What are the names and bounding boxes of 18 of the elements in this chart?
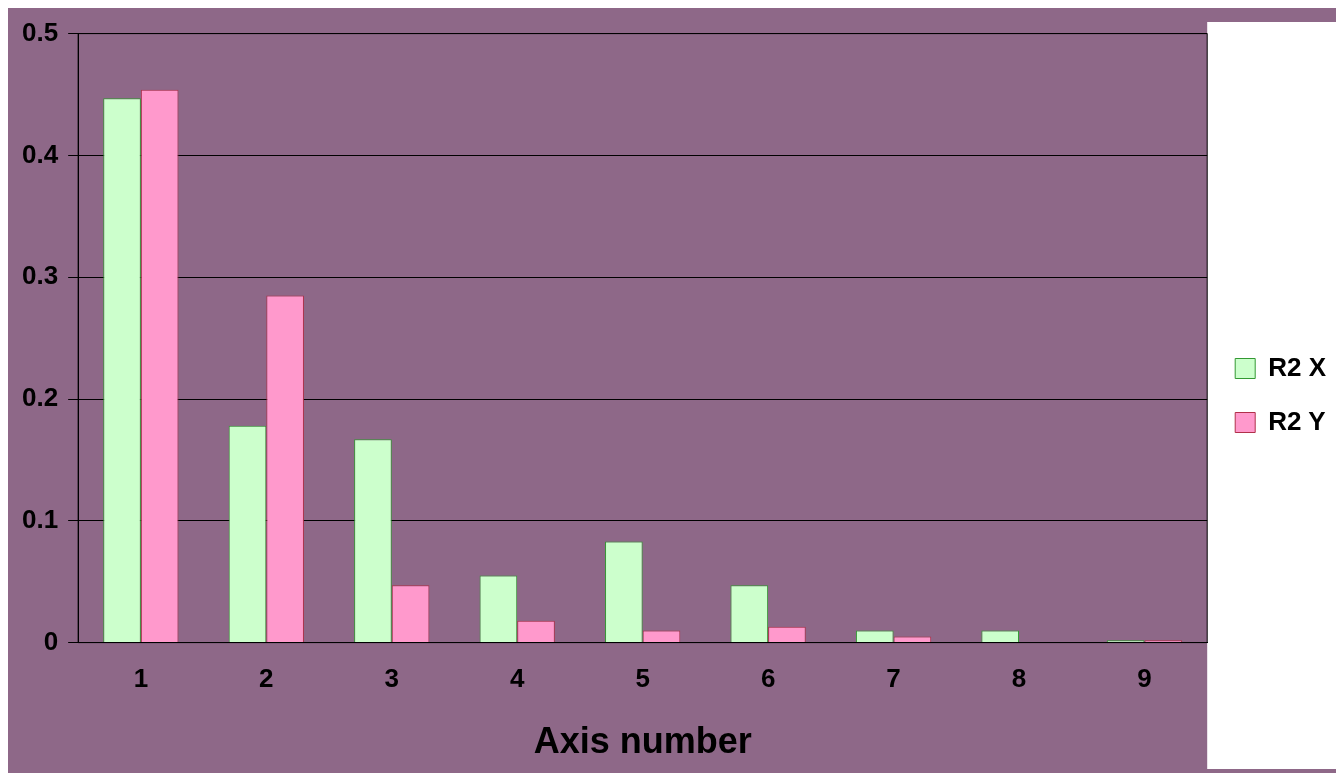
x-tick-label: 5 bbox=[635, 663, 650, 694]
x-tick-label: 9 bbox=[1137, 663, 1152, 694]
legend-label: R2 Y bbox=[1268, 405, 1326, 436]
y-tick-label: 0.1 bbox=[21, 503, 59, 534]
x-tick-label: 8 bbox=[1011, 663, 1027, 694]
y-tick-label: 0.4 bbox=[21, 138, 59, 169]
y-tick-label: 0 bbox=[43, 625, 59, 656]
y-tick-label: 0.2 bbox=[21, 382, 59, 413]
x-axis-title: Axis number bbox=[533, 720, 752, 762]
x-tick-label: 2 bbox=[259, 663, 274, 694]
x-tick-label: 6 bbox=[760, 663, 776, 694]
y-tick-label: 0.3 bbox=[21, 260, 59, 291]
x-tick-label: 7 bbox=[886, 663, 901, 694]
legend-label: R2 X bbox=[1268, 351, 1327, 382]
x-tick-label: 4 bbox=[509, 663, 525, 694]
x-tick-label: 1 bbox=[133, 663, 149, 694]
x-tick-label: 3 bbox=[384, 663, 399, 694]
y-tick-label: 0.5 bbox=[21, 16, 59, 47]
